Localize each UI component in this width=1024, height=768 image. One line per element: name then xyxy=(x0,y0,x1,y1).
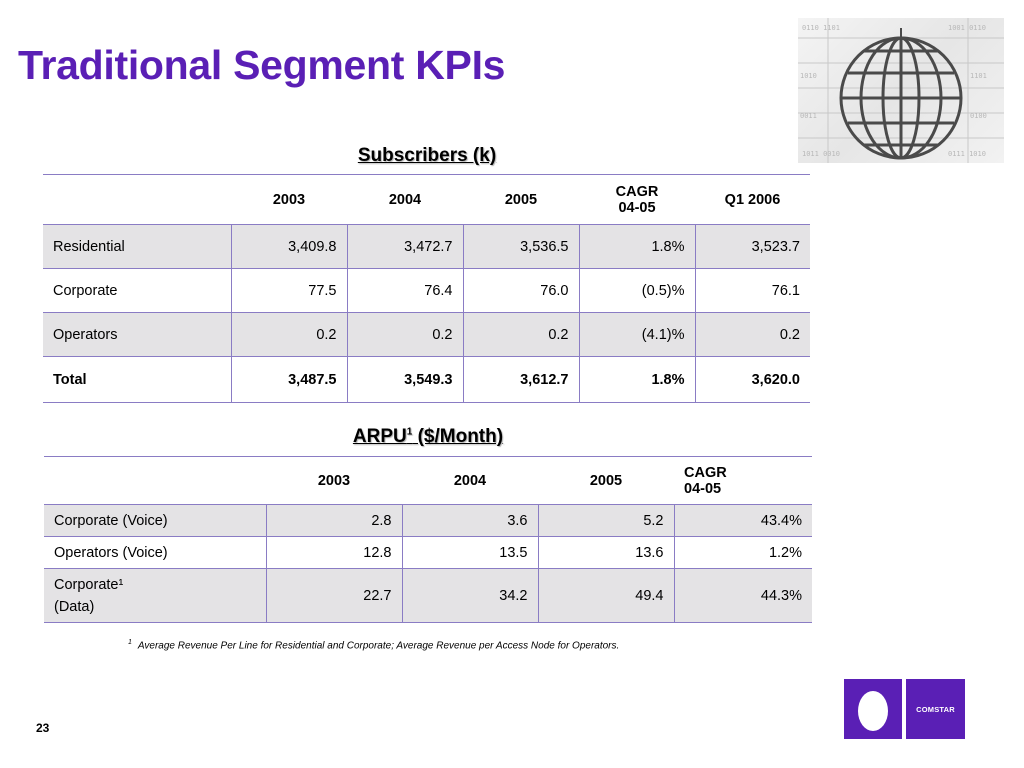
cell: 12.8 xyxy=(265,536,402,569)
cagr-period: 04-05 xyxy=(618,199,656,216)
cell: 0.2 xyxy=(346,312,463,357)
row-label-line1: Corporate¹ xyxy=(54,576,124,593)
header-cell: 2003 xyxy=(317,472,351,489)
svg-text:1011 0010: 1011 0010 xyxy=(802,150,840,158)
header-cell-cagr: CAGR 04-05 xyxy=(674,457,812,505)
cell: 3,536.5 xyxy=(462,224,579,269)
cell: 13.6 xyxy=(537,536,674,569)
header-cell: 2005 xyxy=(589,472,623,489)
table-row: Corporate¹ (Data) 22.7 34.2 49.4 44.3% xyxy=(44,568,812,623)
arpu-title-sup: 1 xyxy=(406,426,413,438)
globe-icon: 0110 1101 1001 0110 1011 0010 0111 1010 11… xyxy=(798,18,1004,163)
page-title: Traditional Segment KPIs xyxy=(18,42,506,88)
cell: 0.2 xyxy=(230,312,347,357)
row-label-line2: (Data) xyxy=(54,598,95,615)
cagr-label: CAGR xyxy=(684,464,727,481)
cell: 1.8% xyxy=(578,356,695,403)
cell: 3,409.8 xyxy=(230,224,347,269)
cell: 2.8 xyxy=(265,504,402,537)
cell: 76.1 xyxy=(694,268,810,313)
page-number: 23 xyxy=(36,721,50,735)
cell: 34.2 xyxy=(401,568,538,623)
cell: 3.6 xyxy=(401,504,538,537)
subscribers-table: 2003 2004 2005 CAGR 04-05 Q1 2006 Reside… xyxy=(43,174,810,403)
header-cell xyxy=(44,457,266,505)
row-label: Total xyxy=(53,371,87,388)
cell: 3,620.0 xyxy=(694,356,810,403)
cell: 3,523.7 xyxy=(694,224,810,269)
row-label: Corporate xyxy=(53,282,118,299)
svg-text:0111 1010: 0111 1010 xyxy=(948,150,986,158)
table-header-row: 2003 2004 2005 CAGR 04-05 xyxy=(44,456,812,505)
row-label: Operators xyxy=(43,312,231,357)
table-row-total: Total 3,487.5 3,549.3 3,612.7 1.8% 3,620… xyxy=(43,356,810,403)
header-cell: 2004 xyxy=(453,472,487,489)
cell: 3,487.5 xyxy=(230,356,347,403)
svg-text:0100: 0100 xyxy=(970,112,987,120)
cell: 3,549.3 xyxy=(346,356,463,403)
arpu-table: 2003 2004 2005 CAGR 04-05 Corporate (Voi… xyxy=(44,456,812,623)
table-header-row: 2003 2004 2005 CAGR 04-05 Q1 2006 xyxy=(43,174,810,225)
footnote-marker: 1 xyxy=(128,639,132,646)
cell: 43.4% xyxy=(673,504,812,537)
footnote-text: Average Revenue Per Line for Residential… xyxy=(137,640,620,652)
header-cell: 2004 xyxy=(388,191,422,208)
row-label: Residential xyxy=(43,224,231,269)
logo-name: COMSTAR xyxy=(906,679,965,739)
header-cell: Q1 2006 xyxy=(724,191,781,208)
cell: 49.4 xyxy=(537,568,674,623)
svg-text:0011: 0011 xyxy=(800,112,817,120)
cell: 13.5 xyxy=(401,536,538,569)
cell: 3,472.7 xyxy=(346,224,463,269)
cell: 44.3% xyxy=(673,568,812,623)
header-cell-cagr: CAGR 04-05 xyxy=(579,175,695,225)
arpu-title-text: ARPU xyxy=(352,426,407,447)
svg-text:1010: 1010 xyxy=(800,72,817,80)
table-row: Corporate (Voice) 2.8 3.6 5.2 43.4% xyxy=(44,504,812,537)
row-label: Operators (Voice) xyxy=(54,544,168,561)
logo-egg-panel xyxy=(844,679,902,739)
arpu-title: ARPU1 ($/Month) xyxy=(300,426,556,448)
svg-text:1101: 1101 xyxy=(970,72,987,80)
globe-image: 0110 1101 1001 0110 1011 0010 0111 1010 11… xyxy=(798,18,1004,163)
cell: 0.2 xyxy=(462,312,579,357)
cell: 5.2 xyxy=(537,504,674,537)
egg-icon xyxy=(858,691,888,731)
subscribers-title: Subscribers (k) xyxy=(357,145,497,166)
comstar-logo: COMSTAR xyxy=(844,679,965,739)
cell: 76.0 xyxy=(462,268,579,313)
cell: 22.7 xyxy=(265,568,402,623)
cell: (0.5)% xyxy=(578,268,695,313)
svg-text:0110 1101: 0110 1101 xyxy=(802,24,840,32)
table-row: Corporate 77.5 76.4 76.0 (0.5)% 76.1 xyxy=(43,268,810,313)
table-row: Operators (Voice) 12.8 13.5 13.6 1.2% xyxy=(44,536,812,569)
cell: 77.5 xyxy=(230,268,347,313)
cell: 1.8% xyxy=(578,224,695,269)
cagr-period: 04-05 xyxy=(684,480,722,497)
cagr-label: CAGR xyxy=(615,183,659,200)
arpu-title-suffix: ($/Month) xyxy=(412,426,504,447)
row-label: Corporate (Voice) xyxy=(44,504,266,537)
cell: 76.4 xyxy=(346,268,463,313)
row-label: Corporate¹ (Data) xyxy=(44,568,266,623)
header-cell: 2003 xyxy=(272,191,306,208)
header-cell: 2005 xyxy=(504,191,538,208)
table-row: Residential 3,409.8 3,472.7 3,536.5 1.8%… xyxy=(43,224,810,269)
table-row: Operators 0.2 0.2 0.2 (4.1)% 0.2 xyxy=(43,312,810,357)
cell: 1.2% xyxy=(673,536,812,569)
cell: 0.2 xyxy=(694,312,810,357)
svg-text:1001 0110: 1001 0110 xyxy=(948,24,986,32)
cell: 3,612.7 xyxy=(462,356,579,403)
cell: (4.1)% xyxy=(578,312,695,357)
header-cell xyxy=(43,175,231,225)
footnote: 1 Average Revenue Per Line for Residentia… xyxy=(128,639,619,651)
